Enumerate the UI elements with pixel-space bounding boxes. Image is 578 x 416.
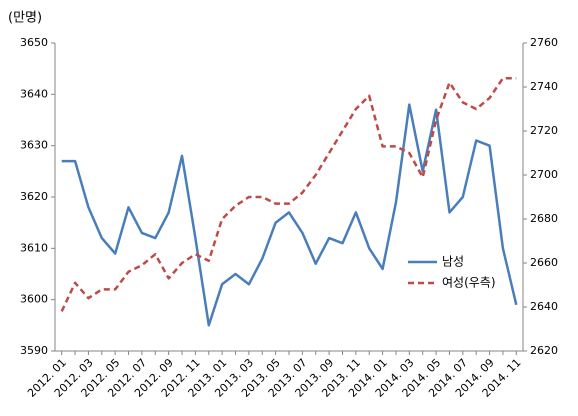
- y2-tick-label: 2640: [530, 300, 558, 313]
- y-tick-label: 3630: [20, 139, 48, 152]
- legend-label: 남성: [442, 255, 464, 269]
- y-tick-label: 3610: [20, 241, 48, 254]
- y2-tick-label: 2700: [530, 168, 558, 181]
- y2-tick-label: 2660: [530, 256, 558, 269]
- y-tick-label: 3590: [20, 344, 48, 357]
- y2-tick-label: 2760: [530, 36, 558, 49]
- y-tick-label: 3620: [20, 190, 48, 203]
- y-tick-label: 3650: [20, 36, 48, 49]
- y2-tick-label: 2720: [530, 124, 558, 137]
- y-tick-label: 3640: [20, 87, 48, 100]
- y2-tick-label: 2680: [530, 212, 558, 225]
- line-series: [61, 103, 518, 327]
- y-tick-label: 3600: [20, 293, 48, 306]
- line-series: [60, 76, 517, 312]
- legend-label: 여성(우측): [442, 276, 496, 290]
- unit-label: (만명): [8, 11, 42, 26]
- y2-tick-label: 2740: [530, 80, 558, 93]
- y2-tick-label: 2620: [530, 344, 558, 357]
